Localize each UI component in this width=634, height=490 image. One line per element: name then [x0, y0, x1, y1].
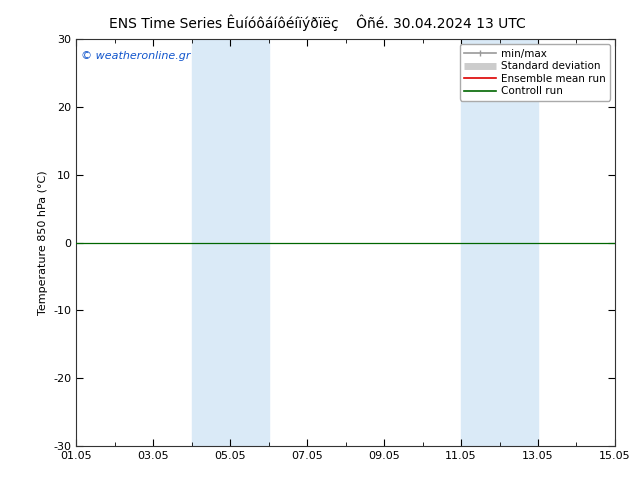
Y-axis label: Temperature 850 hPa (°C): Temperature 850 hPa (°C) — [37, 170, 48, 315]
Bar — [500, 39, 538, 446]
Bar — [461, 39, 500, 446]
Text: ENS Time Series Êuíóôáíôéíïýðïëç    Ôñé. 30.04.2024 13 UTC: ENS Time Series Êuíóôáíôéíïýðïëç Ôñé. 30… — [108, 15, 526, 31]
Bar — [191, 39, 230, 446]
Bar — [230, 39, 269, 446]
Legend: min/max, Standard deviation, Ensemble mean run, Controll run: min/max, Standard deviation, Ensemble me… — [460, 45, 610, 100]
Text: © weatheronline.gr: © weatheronline.gr — [81, 51, 191, 61]
